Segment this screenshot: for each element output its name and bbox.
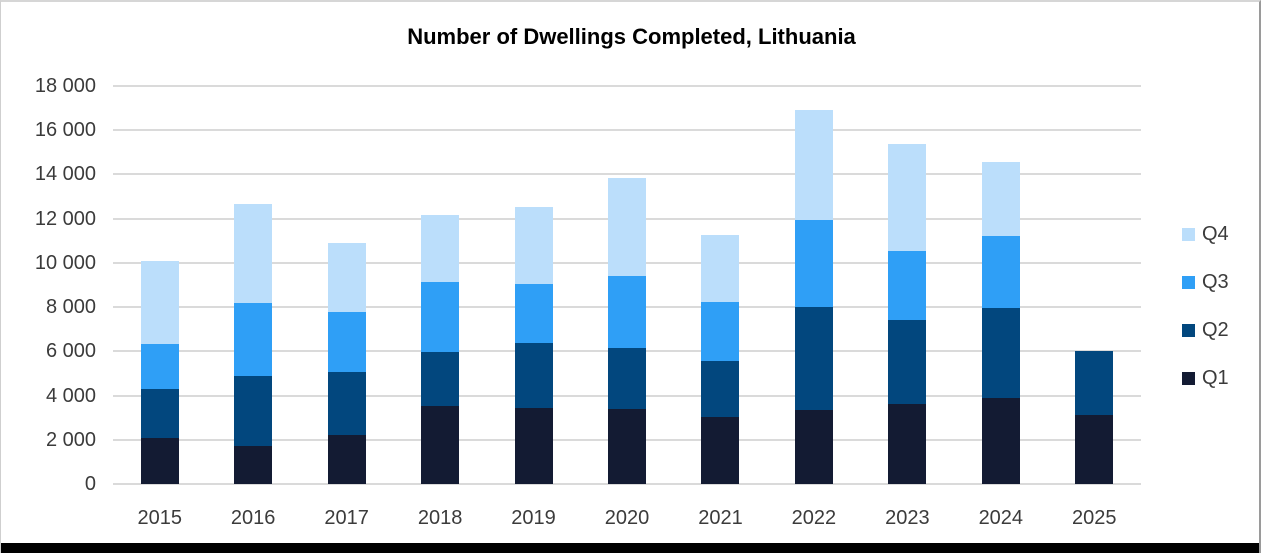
bar-segment-q2-2021 xyxy=(701,361,740,417)
bar-segment-q3-2015 xyxy=(140,343,179,389)
bar-segment-q3-2021 xyxy=(701,301,740,362)
bar-segment-q3-2018 xyxy=(421,281,460,353)
bar-segment-q3-2023 xyxy=(888,250,927,321)
bar-segment-q1-2023 xyxy=(888,404,927,484)
y-tick-label: 18 000 xyxy=(34,75,96,97)
x-tick-label: 2020 xyxy=(604,507,650,529)
x-tick-label: 2025 xyxy=(1072,507,1117,529)
bar-segment-q3-2016 xyxy=(234,302,273,376)
legend-label-q4: Q4 xyxy=(1202,222,1229,245)
bar-segment-q2-2016 xyxy=(234,375,273,447)
bar-segment-q1-2021 xyxy=(701,416,740,484)
y-tick-label: 0 xyxy=(84,473,96,495)
legend-label-q1: Q1 xyxy=(1202,366,1229,389)
x-tick-label: 2024 xyxy=(978,507,1024,529)
bar-segment-q2-2017 xyxy=(327,372,366,436)
bar-segment-q1-2024 xyxy=(981,397,1020,484)
y-tick-label: 14 000 xyxy=(34,163,96,186)
bar-segment-q1-2019 xyxy=(514,407,553,484)
y-tick-label: 6 000 xyxy=(45,340,96,363)
y-tick-label: 4 000 xyxy=(45,384,96,407)
gridline xyxy=(113,173,1141,176)
legend-swatch-q2 xyxy=(1182,323,1195,337)
bar-segment-q3-2019 xyxy=(514,283,553,343)
bar-segment-q1-2018 xyxy=(421,405,460,484)
x-tick-label: 2023 xyxy=(885,507,930,529)
bar-segment-q3-2017 xyxy=(327,311,366,373)
gridline xyxy=(113,85,1141,87)
legend-item-q4: Q4 xyxy=(1182,222,1229,246)
bar-segment-q4-2015 xyxy=(140,260,179,344)
bar-segment-q4-2018 xyxy=(421,215,460,282)
x-tick-label: 2015 xyxy=(137,507,182,529)
legend-item-q2: Q2 xyxy=(1182,318,1229,342)
bar-segment-q1-2017 xyxy=(327,435,366,484)
bar-segment-q2-2015 xyxy=(140,388,179,438)
x-tick-label: 2017 xyxy=(324,507,369,529)
bar-segment-q4-2016 xyxy=(234,204,273,303)
bar-segment-q4-2021 xyxy=(701,235,740,302)
bar-segment-q4-2019 xyxy=(514,206,553,284)
bar-segment-q1-2025 xyxy=(1075,415,1114,484)
chart-title: Number of Dwellings Completed, Lithuania xyxy=(407,24,856,49)
legend-swatch-q4 xyxy=(1182,227,1195,241)
bar-segment-q1-2020 xyxy=(608,408,646,484)
bar-segment-q4-2023 xyxy=(888,143,927,251)
bar-segment-q3-2024 xyxy=(981,236,1020,309)
bar-segment-q2-2019 xyxy=(514,342,553,408)
y-tick-label: 10 000 xyxy=(34,251,96,274)
bar-segment-q4-2017 xyxy=(327,243,366,312)
bar-segment-q1-2022 xyxy=(794,409,833,484)
legend-swatch-q1 xyxy=(1182,371,1195,385)
legend-label-q2: Q2 xyxy=(1202,318,1229,341)
bar-segment-q2-2018 xyxy=(421,352,460,406)
bar-segment-q2-2024 xyxy=(981,308,1020,398)
y-tick-label: 8 000 xyxy=(45,296,96,319)
bottom-border-bar xyxy=(1,543,1259,553)
bar-segment-q4-2022 xyxy=(794,110,833,220)
y-tick-label: 16 000 xyxy=(34,119,96,142)
x-tick-label: 2022 xyxy=(791,507,837,529)
bar-segment-q4-2024 xyxy=(981,162,1020,237)
legend-label-q3: Q3 xyxy=(1202,270,1229,293)
plot-area xyxy=(113,85,1141,485)
bar-segment-q1-2015 xyxy=(140,437,179,484)
x-tick-label: 2018 xyxy=(417,507,463,529)
bar-segment-q3-2022 xyxy=(794,219,833,308)
bar-segment-q3-2020 xyxy=(608,276,646,349)
bar-segment-q4-2020 xyxy=(608,177,646,277)
legend: Q4 Q3 Q2 Q1 xyxy=(1182,222,1229,390)
x-tick-label: 2021 xyxy=(698,507,743,529)
x-tick-label: 2016 xyxy=(230,507,276,529)
legend-item-q3: Q3 xyxy=(1182,270,1229,294)
legend-swatch-q3 xyxy=(1182,275,1195,289)
bar-segment-q2-2022 xyxy=(794,307,833,410)
bar-segment-q2-2023 xyxy=(888,320,927,405)
y-tick-label: 2 000 xyxy=(45,428,96,451)
y-tick-label: 12 000 xyxy=(34,207,96,230)
gridline xyxy=(113,129,1141,132)
bar-segment-q2-2025 xyxy=(1075,351,1114,416)
bar-segment-q1-2016 xyxy=(234,446,273,484)
x-tick-label: 2019 xyxy=(511,507,556,529)
gridline xyxy=(113,483,1141,485)
bar-segment-q2-2020 xyxy=(608,348,646,409)
legend-item-q1: Q1 xyxy=(1182,366,1229,390)
